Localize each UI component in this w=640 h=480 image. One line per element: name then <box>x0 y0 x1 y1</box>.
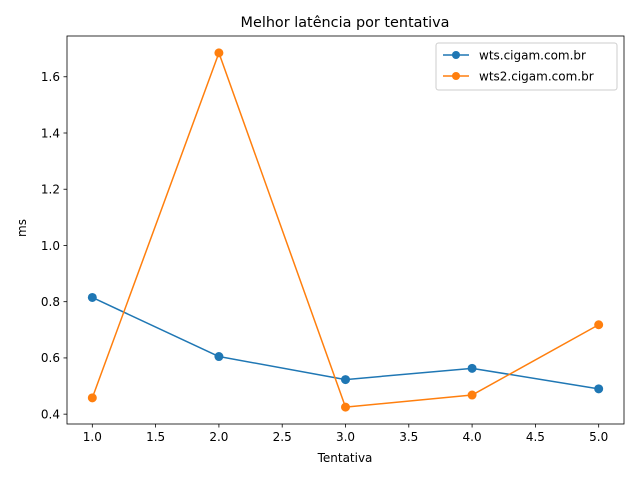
chart-title: Melhor latência por tentativa <box>241 15 450 31</box>
x-tick-label: 1.0 <box>83 430 102 444</box>
data-point <box>594 320 604 330</box>
data-point <box>214 48 224 58</box>
y-tick-label: 1.6 <box>41 70 60 84</box>
legend-box <box>435 42 618 91</box>
x-axis-ticks: 1.0 1.5 2.0 2.5 3.0 3.5 4.0 4.5 5.0 <box>83 424 608 444</box>
x-tick-label: 3.0 <box>336 430 355 444</box>
data-point <box>214 352 224 362</box>
plot-frame <box>66 35 625 425</box>
y-tick-label: 1.4 <box>41 126 60 140</box>
axes-frame <box>66 35 625 425</box>
data-point <box>341 402 350 412</box>
data-point <box>467 363 477 373</box>
x-tick-label: 5.0 <box>589 430 608 444</box>
legend-label: wts.cigam.com.br <box>479 48 586 62</box>
data-point <box>594 384 604 394</box>
x-tick-label: 3.5 <box>399 430 418 444</box>
legend-marker <box>452 51 460 59</box>
legend: wts.cigam.com.br wts2.cigam.com.br <box>435 42 618 91</box>
y-axis-label: ms <box>15 219 29 237</box>
y-tick-label: 0.8 <box>41 295 60 309</box>
data-point <box>87 393 97 403</box>
x-axis-label: Tentativa <box>317 451 373 465</box>
x-tick-label: 4.5 <box>526 430 545 444</box>
legend-marker <box>452 72 460 80</box>
data-point <box>341 375 350 385</box>
series-line-2 <box>91 52 600 408</box>
series-lines <box>87 48 604 412</box>
y-tick-label: 1.2 <box>41 183 60 197</box>
y-tick-label: 1.0 <box>41 239 60 253</box>
x-tick-label: 4.0 <box>463 430 482 444</box>
x-tick-label: 2.0 <box>209 430 228 444</box>
data-point <box>87 292 97 302</box>
x-tick-label: 2.5 <box>273 430 292 444</box>
legend-label: wts2.cigam.com.br <box>479 69 594 83</box>
data-point <box>467 390 477 400</box>
x-tick-label: 1.5 <box>146 430 165 444</box>
y-tick-label: 0.4 <box>41 407 60 421</box>
y-tick-label: 0.6 <box>41 351 60 365</box>
y-axis-ticks: 0.4 0.6 0.8 1.0 1.2 1.4 1.6 <box>41 70 67 421</box>
